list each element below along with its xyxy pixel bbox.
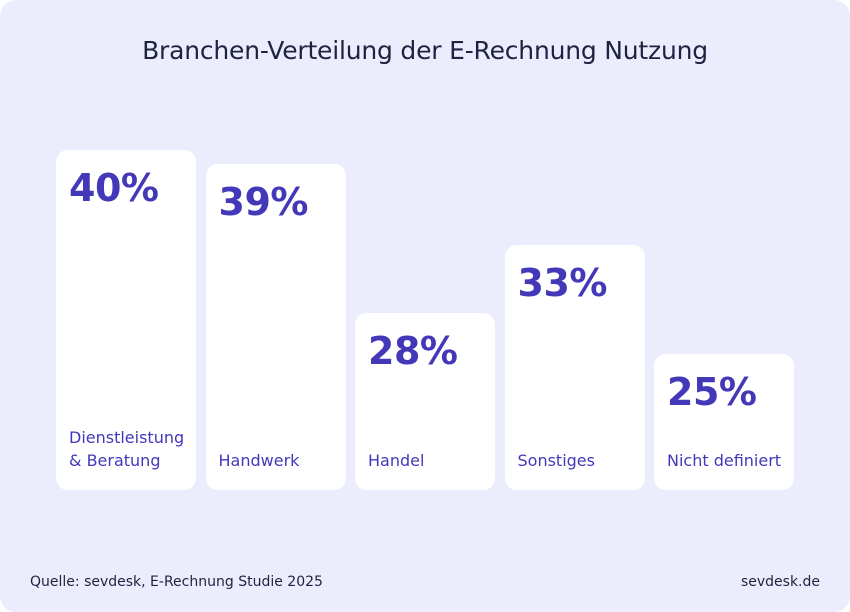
bar-category-label: Nicht definiert (667, 451, 782, 470)
brand-link[interactable]: sevdesk.de (740, 574, 820, 590)
bar-category-label: Sonstiges (517, 450, 595, 470)
bar-2: 39% Handwerk (205, 163, 346, 490)
chart-title: Branchen-Verteilung der E-Rechnung Nutzu… (142, 36, 708, 65)
bar-value-label: 28% (368, 329, 458, 374)
bar-1: 40% Dienstleistung & Beratung (56, 150, 196, 490)
bar-category-label: Handel (368, 450, 425, 470)
bar-4: 33% Sonstiges (504, 245, 645, 490)
bar-value-label: 40% (69, 166, 159, 210)
bar-5: 25% Nicht definiert (654, 354, 794, 490)
bar-value-label: 39% (218, 179, 309, 224)
bar-category-label: Dienstleistung & Beratung (69, 428, 185, 470)
bar-category-label: Handwerk (218, 450, 300, 470)
bar-value-label: 33% (517, 261, 608, 306)
source-note: Quelle: sevdesk, E-Rechnung Studie 2025 (30, 574, 323, 590)
bar-value-label: 25% (667, 370, 757, 414)
bar-3: 28% Handel (355, 313, 495, 490)
